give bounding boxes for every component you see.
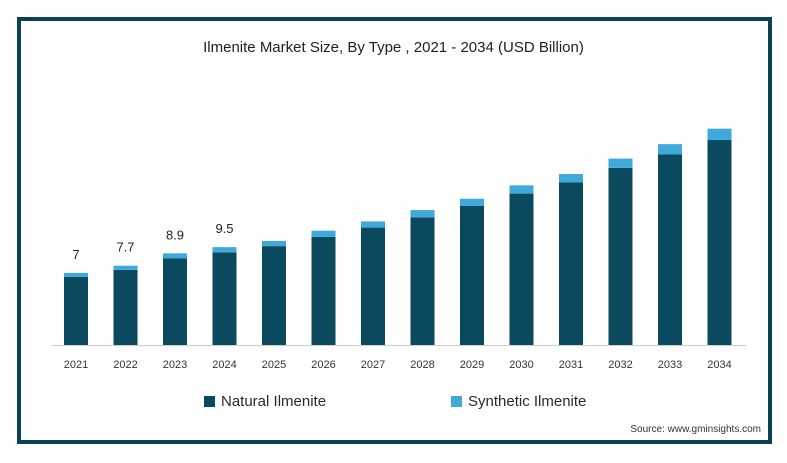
x-tick-label-2027: 2027 [361,359,385,371]
legend-label-synthetic: Synthetic Ilmenite [468,393,587,410]
bar-synthetic-2024 [212,247,237,253]
bar-natural-2034 [707,140,732,345]
bar-natural-2028 [410,217,435,345]
bar-synthetic-2021 [64,272,88,278]
x-tick-label-2021: 2021 [64,359,88,371]
bar-natural-2030 [509,193,534,345]
chart-frame [17,17,772,444]
bar-natural-2021 [64,277,88,345]
data-label-2023: 8.9 [166,227,184,242]
legend-label-natural: Natural Ilmenite [221,393,327,410]
legend-natural-ilmenite: Natural Ilmenite [204,393,326,410]
bar-synthetic-2032 [608,158,633,168]
x-tick-label-2033: 2033 [658,359,682,371]
source-note: Source: www.gminsights.com [630,424,761,435]
x-tick-label-2032: 2032 [608,359,632,371]
data-label-2022: 7.7 [116,240,134,255]
bar-synthetic-2031 [559,174,583,183]
bar-natural-2025 [262,246,286,345]
bar-synthetic-2029 [460,198,484,206]
bar-natural-2026 [311,236,336,345]
bar-natural-2033 [658,154,682,345]
x-tick-label-2030: 2030 [509,359,533,371]
x-tick-label-2022: 2022 [113,359,137,371]
x-tick-label-2034: 2034 [707,359,731,371]
legend-synthetic-ilmenite: Synthetic Ilmenite [451,393,586,410]
x-tick-label-2031: 2031 [559,359,583,371]
bar-natural-2032 [608,167,633,345]
legend-swatch-synthetic [451,396,462,407]
x-tick-label-2026: 2026 [311,359,335,371]
bar-synthetic-2030 [509,185,534,194]
bar-synthetic-2033 [658,144,682,155]
bar-natural-2023 [163,258,187,345]
bar-natural-2027 [361,227,385,345]
data-label-2021: 7 [72,247,79,262]
x-tick-label-2023: 2023 [163,359,187,371]
bar-synthetic-2034 [707,128,732,141]
data-label-2024: 9.5 [215,221,233,236]
bar-natural-2029 [460,205,484,345]
bar-synthetic-2023 [163,253,187,259]
bar-synthetic-2026 [311,230,336,237]
x-tick-label-2024: 2024 [212,359,236,371]
chart-title: Ilmenite Market Size, By Type , 2021 - 2… [203,39,584,56]
legend-swatch-natural [204,396,215,407]
bar-synthetic-2025 [262,240,286,247]
bar-natural-2031 [559,182,583,345]
x-tick-label-2025: 2025 [262,359,286,371]
bar-synthetic-2028 [410,210,435,218]
bar-natural-2022 [113,269,138,345]
bar-synthetic-2027 [361,221,385,228]
bar-natural-2024 [212,252,237,345]
x-tick-label-2028: 2028 [410,359,434,371]
x-tick-label-2029: 2029 [460,359,484,371]
bar-synthetic-2022 [113,265,138,270]
